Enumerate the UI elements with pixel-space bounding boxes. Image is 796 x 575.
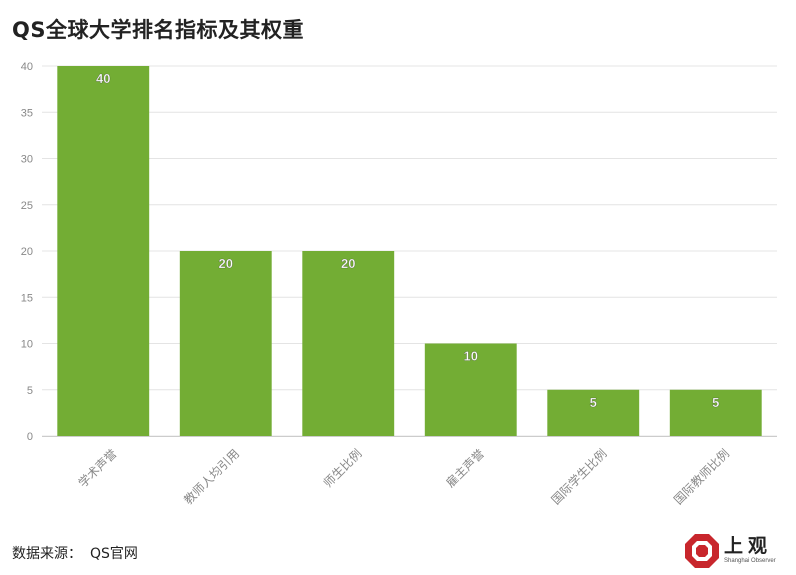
data-label: 20 xyxy=(341,256,355,271)
x-tick-label: 雇主声誉 xyxy=(443,446,488,491)
y-tick-label: 5 xyxy=(27,385,33,397)
data-labels: 40 20 20 10 5 5 xyxy=(96,71,720,410)
y-tick-label: 25 xyxy=(21,200,33,212)
y-axis-tick-labels: 0 5 10 15 20 25 30 35 40 xyxy=(21,61,33,443)
bars xyxy=(57,66,762,436)
brand-name: 上观 xyxy=(724,535,773,557)
y-tick-label: 10 xyxy=(21,339,33,351)
x-tick-label: 学术声誉 xyxy=(75,446,120,491)
data-label: 5 xyxy=(712,395,719,410)
bar-chart: 0 5 10 15 20 25 30 35 40 40 20 20 10 5 5 学术声誉 教师人均引用 师生… xyxy=(21,61,777,508)
x-axis-tick-labels: 学术声誉 教师人均引用 师生比例 雇主声誉 国际学生比例 国际教师比例 xyxy=(75,446,732,508)
data-label: 40 xyxy=(96,71,110,86)
y-tick-label: 35 xyxy=(21,107,33,119)
bar xyxy=(669,389,762,436)
x-tick-label: 国际学生比例 xyxy=(548,446,610,508)
x-tick-label: 师生比例 xyxy=(321,446,365,490)
y-tick-label: 30 xyxy=(21,154,33,166)
bar xyxy=(179,251,272,436)
brand-english: Shanghai Observer xyxy=(724,558,776,564)
data-label: 10 xyxy=(464,349,478,364)
data-source: 数据来源： QS官网 xyxy=(12,543,138,563)
y-tick-label: 0 xyxy=(27,431,33,443)
bar xyxy=(547,389,640,436)
data-source-value: QS官网 xyxy=(90,546,138,562)
bar xyxy=(57,66,150,436)
bar xyxy=(424,343,517,436)
chart-title: QS全球大学排名指标及其权重 xyxy=(12,18,304,42)
bar xyxy=(302,251,395,436)
brand-logo: 上观 Shanghai Observer xyxy=(684,531,784,571)
x-tick-label: 教师人均引用 xyxy=(181,446,243,508)
data-label: 20 xyxy=(219,256,233,271)
data-source-label: 数据来源： xyxy=(12,546,82,562)
gridlines xyxy=(42,65,777,437)
data-label: 5 xyxy=(590,395,597,410)
y-tick-label: 15 xyxy=(21,292,33,304)
y-tick-label: 40 xyxy=(21,61,33,73)
brand-emblem-icon xyxy=(685,534,719,568)
x-tick-label: 国际教师比例 xyxy=(671,446,733,508)
y-tick-label: 20 xyxy=(21,246,33,258)
